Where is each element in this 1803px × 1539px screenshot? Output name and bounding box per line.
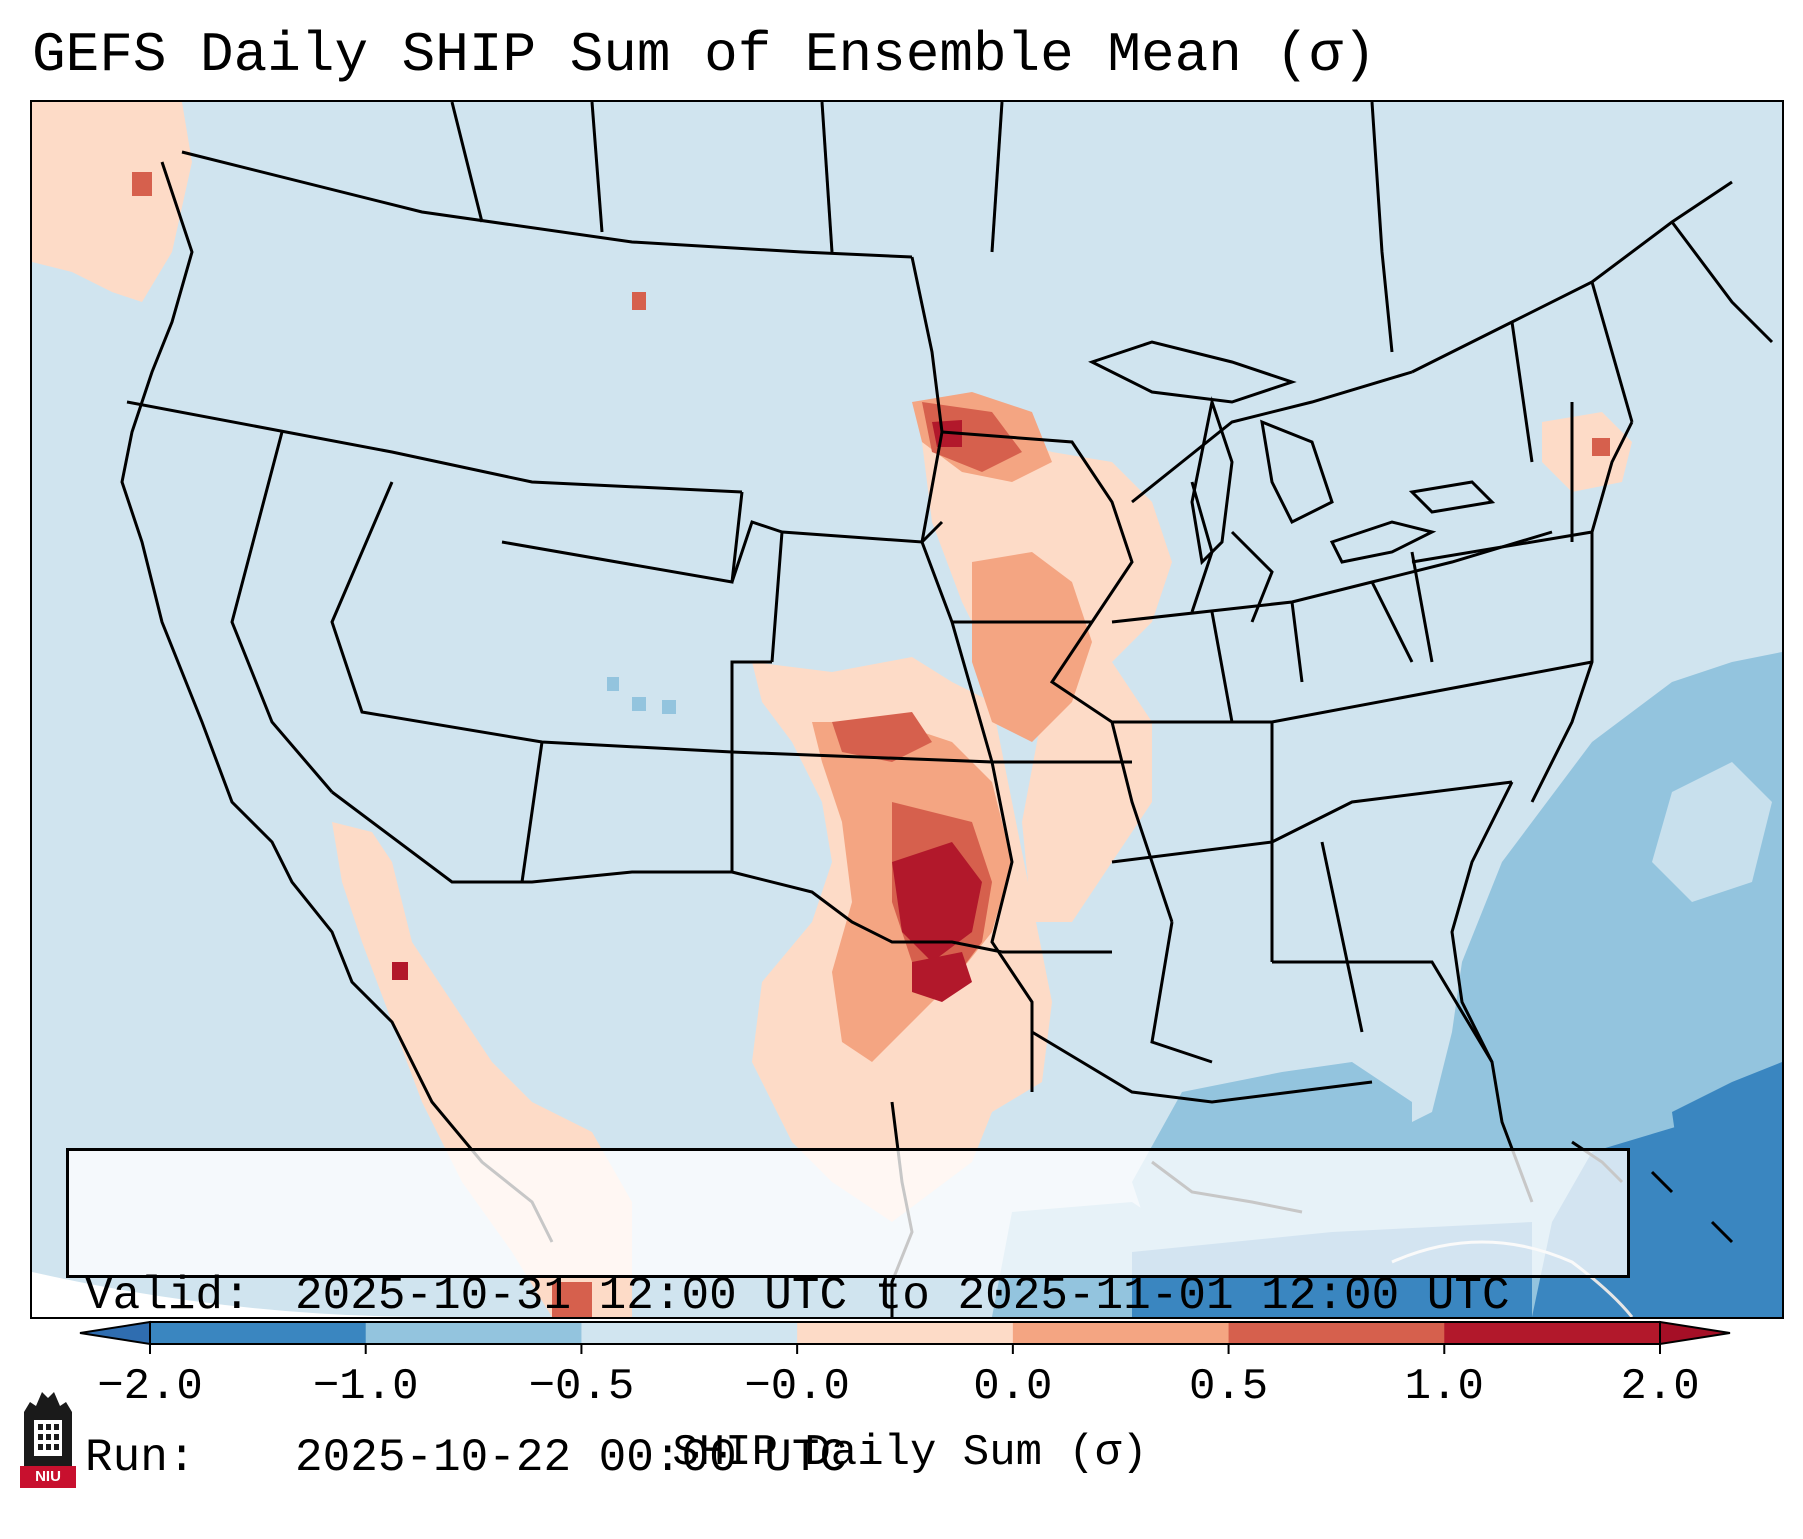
university-tower-icon <box>24 1392 72 1466</box>
valid-key: Valid: <box>85 1270 251 1322</box>
run-value: 2025-10-22 00:00 UTC <box>295 1432 848 1484</box>
colorbar-tick-label: −0.5 <box>528 1362 635 1412</box>
valid-run-info-box: Valid: 2025-10-31 12:00 UTC to 2025-11-01… <box>66 1148 1630 1484</box>
colorbar-tick-label: 1.0 <box>1404 1362 1484 1412</box>
colorbar-strip <box>79 1320 1731 1354</box>
colorbar-tick-label: 0.0 <box>973 1362 1053 1412</box>
colorbar: −2.0 −1.0 −0.5 −0.0 0.0 0.5 1.0 2.0 SHIP Daily … <box>70 1310 1740 1478</box>
colorbar-tick-label: −0.0 <box>744 1362 850 1412</box>
colorbar-segment <box>581 1322 798 1344</box>
state-borders <box>120 102 1774 1317</box>
colorbar-tick-label: 0.5 <box>1188 1362 1269 1412</box>
colorbar-border <box>149 1321 1661 1345</box>
colorbar-segment <box>150 1322 367 1344</box>
run-key: Run: <box>85 1432 196 1484</box>
colorbar-segment <box>365 1322 582 1344</box>
run-line: Run: 2025-10-22 00:00 UTC <box>85 1431 1611 1485</box>
great-lakes <box>1088 340 1496 566</box>
map-panel[interactable] <box>30 100 1784 1319</box>
niu-logo: NIU <box>20 1388 76 1488</box>
valid-line: Valid: 2025-10-31 12:00 UTC to 2025-11-01… <box>85 1269 1611 1323</box>
colorbar-segment <box>797 1322 1014 1344</box>
colorbar-segment <box>1444 1322 1661 1344</box>
anomaly-map <box>32 102 1782 1317</box>
colorbar-segment <box>1012 1322 1230 1344</box>
colorbar-tick-label: 2.0 <box>1620 1362 1700 1412</box>
colorbar-extend-low <box>79 1320 151 1346</box>
colorbar-tick-label: −2.0 <box>97 1362 203 1412</box>
logo-text: NIU <box>20 1466 76 1488</box>
colorbar-extend-high <box>1659 1320 1731 1346</box>
valid-value: 2025-10-31 12:00 UTC to 2025-11-01 12:00… <box>295 1270 1510 1322</box>
page-title: GEFS Daily SHIP Sum of Ensemble Mean (σ) <box>32 23 1377 87</box>
colorbar-label: SHIP Daily Sum (σ) <box>672 1428 1148 1478</box>
colorbar-tick-label: −1.0 <box>312 1362 419 1412</box>
colorbar-segment <box>1228 1322 1445 1344</box>
